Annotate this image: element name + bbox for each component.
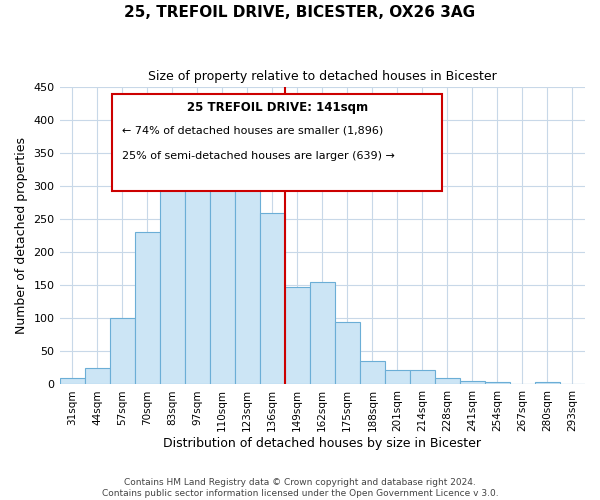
Bar <box>310 282 335 384</box>
Y-axis label: Number of detached properties: Number of detached properties <box>15 137 28 334</box>
Text: 25% of semi-detached houses are larger (639) →: 25% of semi-detached houses are larger (… <box>122 151 395 161</box>
Bar <box>160 143 185 384</box>
Title: Size of property relative to detached houses in Bicester: Size of property relative to detached ho… <box>148 70 497 83</box>
Bar <box>535 382 560 384</box>
Bar <box>335 322 360 384</box>
Bar <box>360 362 385 384</box>
X-axis label: Distribution of detached houses by size in Bicester: Distribution of detached houses by size … <box>163 437 481 450</box>
Bar <box>235 148 260 384</box>
Bar <box>435 378 460 384</box>
Text: Contains HM Land Registry data © Crown copyright and database right 2024.
Contai: Contains HM Land Registry data © Crown c… <box>101 478 499 498</box>
Bar <box>485 382 510 384</box>
Bar <box>110 318 134 384</box>
Text: 25 TREFOIL DRIVE: 141sqm: 25 TREFOIL DRIVE: 141sqm <box>187 102 368 114</box>
Bar <box>59 378 85 384</box>
Bar <box>209 138 235 384</box>
Bar <box>85 368 110 384</box>
Bar <box>410 370 435 384</box>
Text: 25, TREFOIL DRIVE, BICESTER, OX26 3AG: 25, TREFOIL DRIVE, BICESTER, OX26 3AG <box>124 5 476 20</box>
Bar <box>185 140 209 384</box>
FancyBboxPatch shape <box>112 94 442 190</box>
Bar <box>460 381 485 384</box>
Bar <box>285 286 310 384</box>
Bar <box>260 212 285 384</box>
Bar <box>385 370 410 384</box>
Bar <box>134 232 160 384</box>
Text: ← 74% of detached houses are smaller (1,896): ← 74% of detached houses are smaller (1,… <box>122 126 383 136</box>
